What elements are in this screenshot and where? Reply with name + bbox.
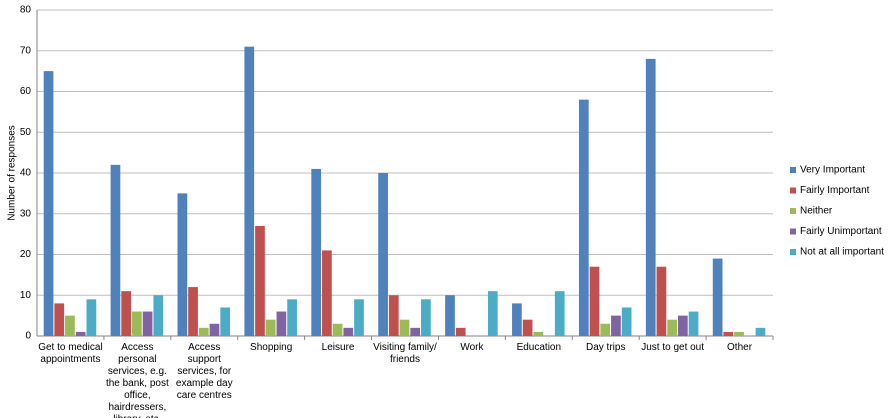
legend-swatch: [790, 187, 796, 194]
legend-label: Fairly Important: [800, 185, 870, 196]
bar: [265, 319, 276, 336]
bar: [421, 299, 431, 336]
bar: [110, 164, 121, 336]
bar: [142, 311, 153, 336]
bar: [343, 327, 354, 336]
bar: [311, 168, 322, 336]
y-tick-label: 60: [20, 86, 32, 97]
bar: [198, 327, 209, 336]
bar: [287, 299, 297, 336]
y-tick-label: 30: [20, 208, 32, 219]
bar: [578, 99, 589, 337]
bar: [121, 291, 132, 336]
bar: [734, 331, 744, 336]
bar: [522, 319, 533, 336]
bar: [244, 46, 255, 337]
bar: [712, 258, 723, 336]
legend-label: Very Important: [800, 165, 865, 176]
bar: [354, 299, 364, 336]
bar: [554, 291, 565, 336]
legend-label: Neither: [800, 206, 833, 217]
legend-swatch: [790, 167, 796, 173]
bar: [153, 295, 164, 336]
bar: [75, 331, 86, 336]
y-axis-title: Number of responses: [7, 125, 18, 221]
bar: [723, 331, 734, 336]
bar: [378, 173, 388, 336]
bar: [132, 311, 142, 336]
x-tick-label: Shopping: [250, 342, 293, 353]
x-tick-label: Get to medical appointments: [38, 342, 103, 365]
bar: [755, 327, 766, 336]
bar: [276, 311, 287, 336]
x-tick-label: Work: [460, 342, 484, 353]
x-tick-label: Other: [727, 342, 753, 353]
bar: [533, 331, 544, 336]
x-tick-label: Access support services, for example day…: [175, 342, 233, 401]
y-tick-label: 10: [20, 290, 32, 301]
x-tick-label: Leisure: [321, 342, 355, 353]
bar: [388, 295, 399, 336]
bar: [487, 291, 498, 336]
y-tick-label: 80: [20, 5, 32, 16]
y-tick-label: 20: [20, 249, 32, 260]
bar: [322, 250, 332, 336]
legend-swatch: [790, 228, 796, 235]
bar: [86, 299, 97, 336]
x-tick-label: Day trips: [585, 342, 626, 353]
bar: [188, 287, 198, 336]
bar: [455, 327, 466, 336]
bar: [65, 315, 75, 336]
bar: [645, 58, 656, 337]
bar: [332, 323, 343, 336]
x-tick-label: Visiting family/ friends: [373, 342, 437, 365]
x-tick-label: Just to get out: [641, 342, 705, 353]
bar: [611, 315, 621, 336]
bar: [54, 303, 65, 336]
bar: [621, 307, 632, 336]
bar: [600, 323, 611, 336]
bar: [43, 71, 54, 336]
y-tick-label: 40: [20, 168, 32, 179]
bar: [656, 266, 667, 336]
y-tick-label: 0: [25, 331, 31, 342]
x-tick-label: Education: [516, 342, 562, 353]
bar: [512, 303, 522, 336]
bar: [410, 327, 421, 336]
bar: [677, 315, 688, 336]
legend-label: Fairly Unimportant: [800, 226, 882, 237]
bar: [589, 266, 600, 336]
bar: [209, 323, 220, 336]
bar: [688, 311, 699, 336]
y-tick-label: 50: [20, 127, 32, 138]
bar: [667, 319, 677, 336]
bar: [220, 307, 231, 336]
legend-swatch: [790, 208, 796, 214]
y-tick-label: 70: [20, 45, 32, 56]
bar: [255, 225, 265, 336]
bar: [399, 319, 410, 336]
legend-swatch: [790, 249, 796, 255]
x-tick-label: Access personal services, e.g. the bank,…: [105, 342, 169, 418]
bar: [445, 295, 455, 336]
bar: [177, 193, 188, 336]
legend-label: Not at all important: [800, 247, 884, 258]
